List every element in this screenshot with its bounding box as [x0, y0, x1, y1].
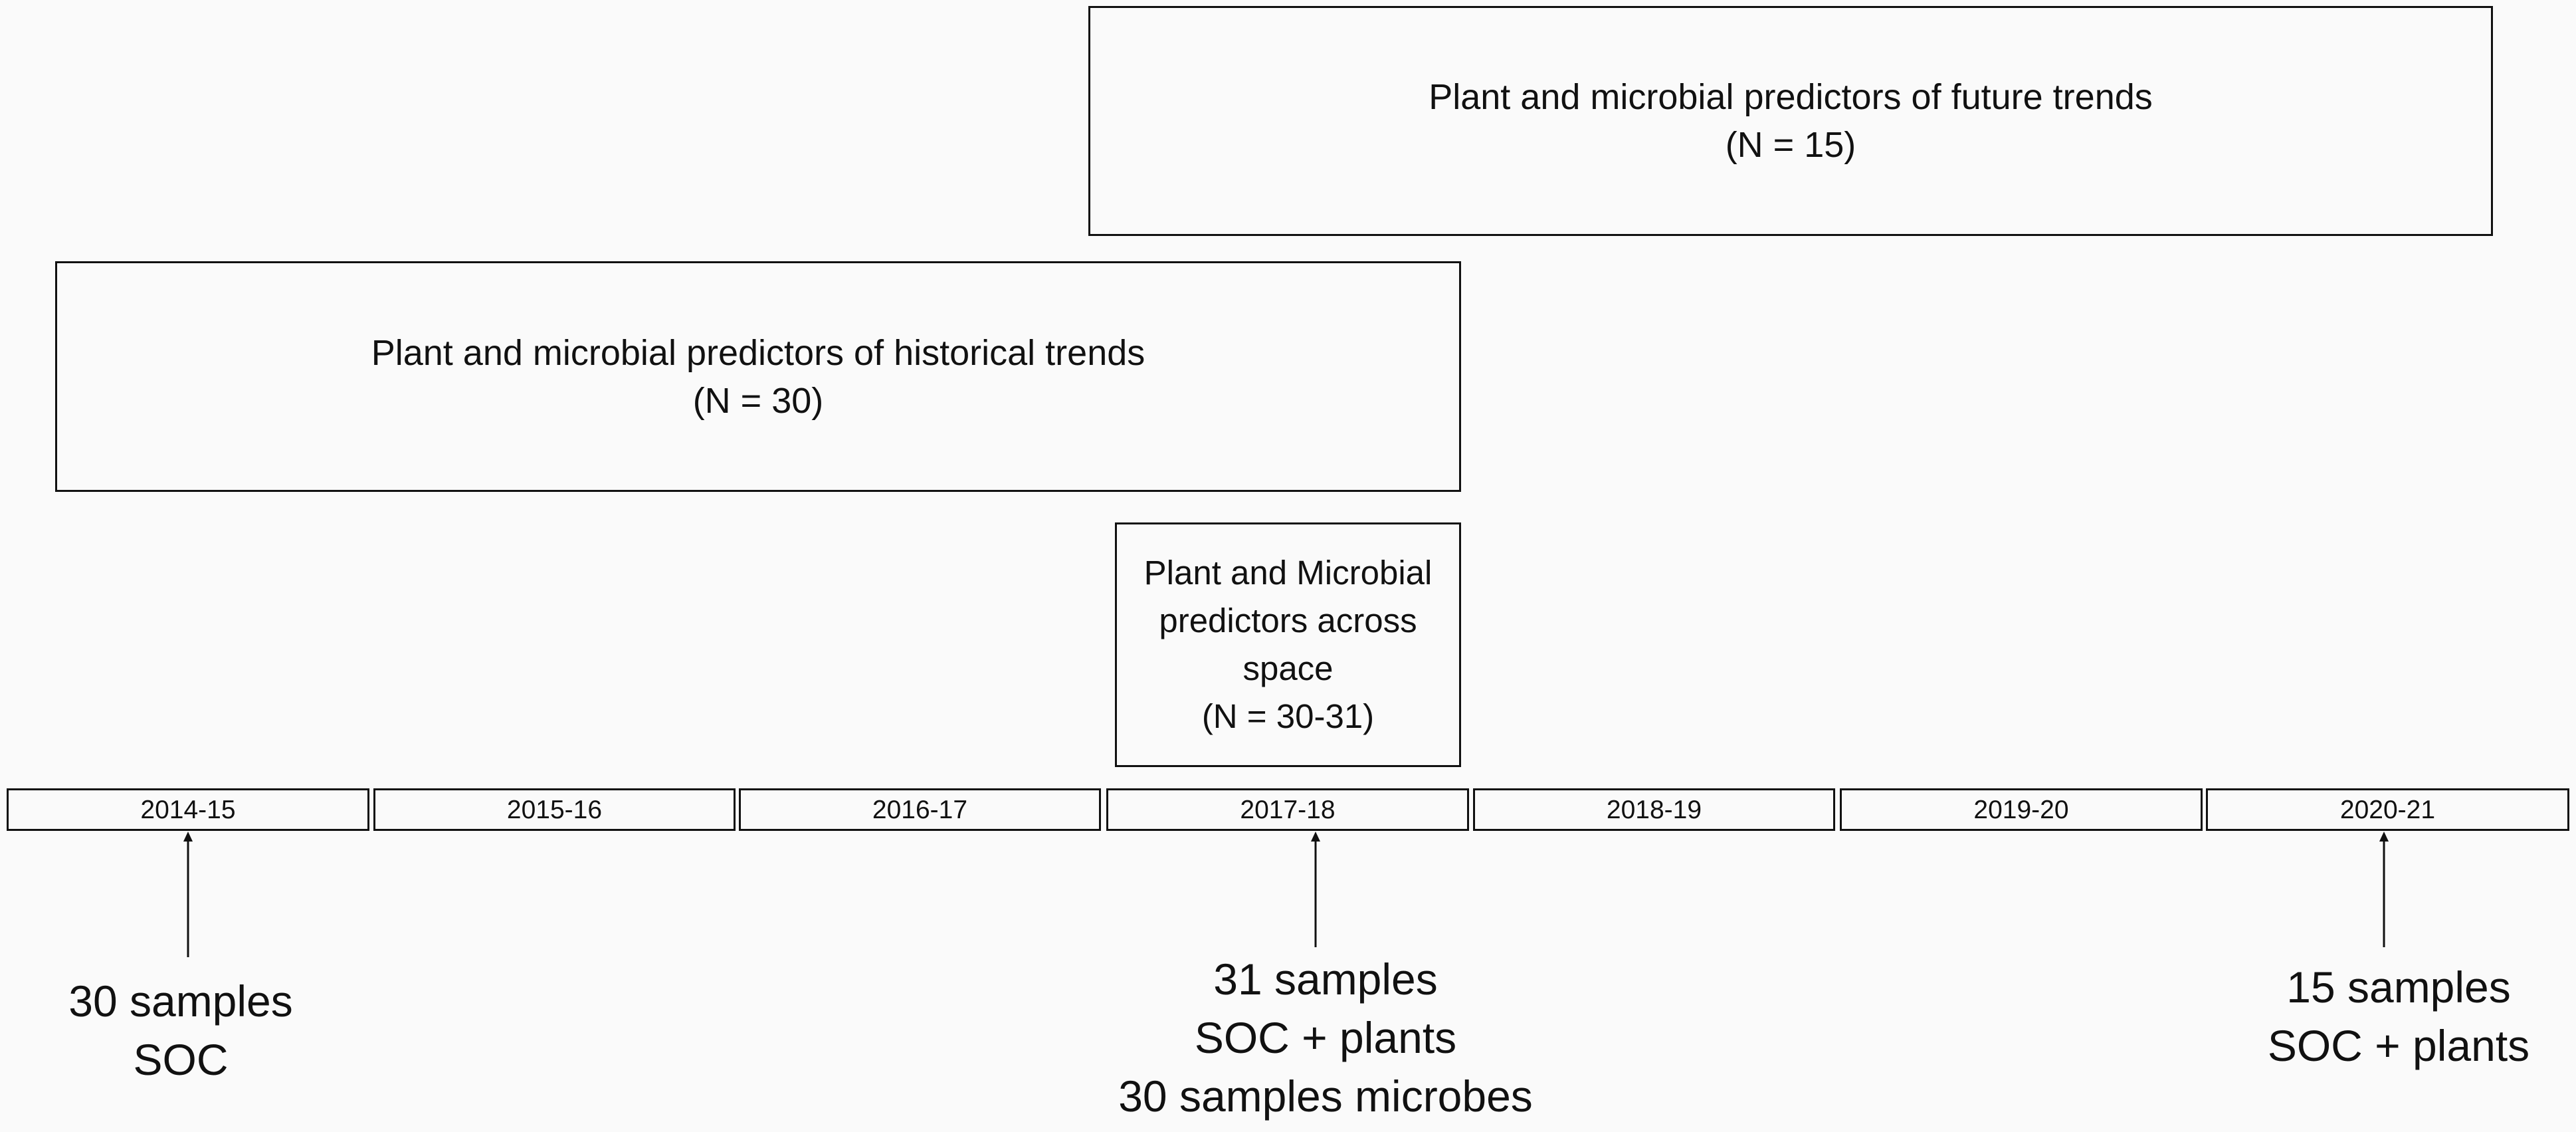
future-trends-count: (N = 15)	[1725, 125, 1856, 165]
historical-trends-title: Plant and microbial predictors of histor…	[371, 332, 1145, 373]
future-trends-box: Plant and microbial predictors of future…	[1088, 6, 2493, 236]
timeline-year-2016-17: 2016-17	[739, 788, 1101, 831]
timeline-year-2017-18: 2017-18	[1106, 788, 1469, 831]
annotation-2020-21: 15 samples SOC + plants	[2268, 958, 2529, 1075]
annotation-2014-15-measure: SOC	[133, 1035, 229, 1084]
historical-trends-box: Plant and microbial predictors of histor…	[55, 261, 1461, 492]
annotation-2020-21-measure: SOC + plants	[2267, 1021, 2530, 1070]
annotation-2014-15: 30 samples SOC	[68, 972, 293, 1089]
annotation-2017-18-samples: 31 samples	[1213, 955, 1438, 1004]
arrow-2014-15	[183, 832, 193, 957]
across-space-line-3: space	[1242, 649, 1334, 687]
annotation-2017-18-microbes: 30 samples microbes	[1118, 1072, 1533, 1121]
annotation-2017-18-measure: SOC + plants	[1194, 1013, 1457, 1062]
historical-trends-count: (N = 30)	[692, 380, 824, 421]
arrow-2020-21	[2379, 832, 2389, 947]
timeline-year-2018-19: 2018-19	[1473, 788, 1835, 831]
across-space-line-1: Plant and Microbial	[1143, 554, 1433, 592]
timeline-year-2014-15: 2014-15	[7, 788, 369, 831]
timeline-year-2015-16: 2015-16	[373, 788, 736, 831]
across-space-box: Plant and Microbial predictors across sp…	[1115, 522, 1461, 767]
annotation-2017-18: 31 samples SOC + plants 30 samples micro…	[1118, 950, 1533, 1125]
future-trends-title: Plant and microbial predictors of future…	[1429, 77, 2153, 117]
across-space-line-2: predictors across	[1159, 602, 1417, 639]
annotation-2014-15-samples: 30 samples	[68, 976, 293, 1026]
timeline-year-2020-21: 2020-21	[2206, 788, 2569, 831]
arrow-2017-18	[1311, 832, 1320, 947]
across-space-count: (N = 30-31)	[1201, 697, 1375, 735]
timeline-year-2019-20: 2019-20	[1840, 788, 2203, 831]
annotation-2020-21-samples: 15 samples	[2286, 962, 2511, 1012]
